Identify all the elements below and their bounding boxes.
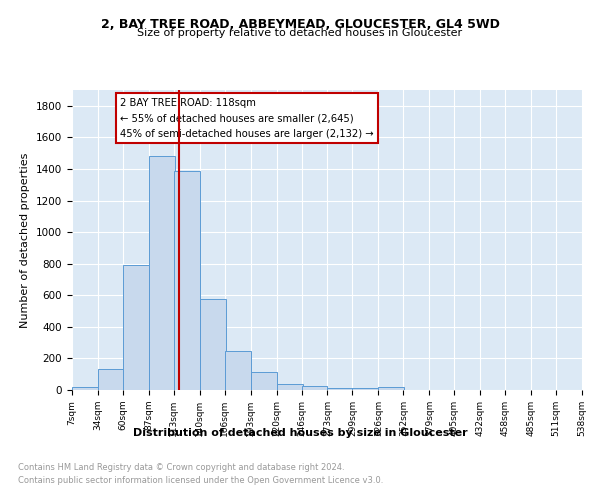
Bar bbox=[379, 387, 404, 390]
Text: Contains public sector information licensed under the Open Government Licence v3: Contains public sector information licen… bbox=[18, 476, 383, 485]
Text: Contains HM Land Registry data © Crown copyright and database right 2024.: Contains HM Land Registry data © Crown c… bbox=[18, 462, 344, 471]
Bar bbox=[302, 386, 328, 390]
Bar bbox=[251, 372, 277, 390]
Text: Size of property relative to detached houses in Gloucester: Size of property relative to detached ho… bbox=[137, 28, 463, 38]
Bar bbox=[72, 387, 98, 390]
Bar bbox=[149, 156, 175, 390]
Bar bbox=[328, 388, 353, 390]
Bar bbox=[123, 266, 149, 390]
Bar bbox=[352, 388, 379, 390]
Bar bbox=[225, 352, 251, 390]
Bar bbox=[277, 384, 302, 390]
Text: 2 BAY TREE ROAD: 118sqm
← 55% of detached houses are smaller (2,645)
45% of semi: 2 BAY TREE ROAD: 118sqm ← 55% of detache… bbox=[121, 98, 374, 138]
Bar bbox=[98, 368, 124, 390]
Bar bbox=[174, 170, 200, 390]
Text: 2, BAY TREE ROAD, ABBEYMEAD, GLOUCESTER, GL4 5WD: 2, BAY TREE ROAD, ABBEYMEAD, GLOUCESTER,… bbox=[101, 18, 499, 30]
Bar bbox=[200, 299, 226, 390]
Y-axis label: Number of detached properties: Number of detached properties bbox=[20, 152, 31, 328]
Text: Distribution of detached houses by size in Gloucester: Distribution of detached houses by size … bbox=[133, 428, 467, 438]
